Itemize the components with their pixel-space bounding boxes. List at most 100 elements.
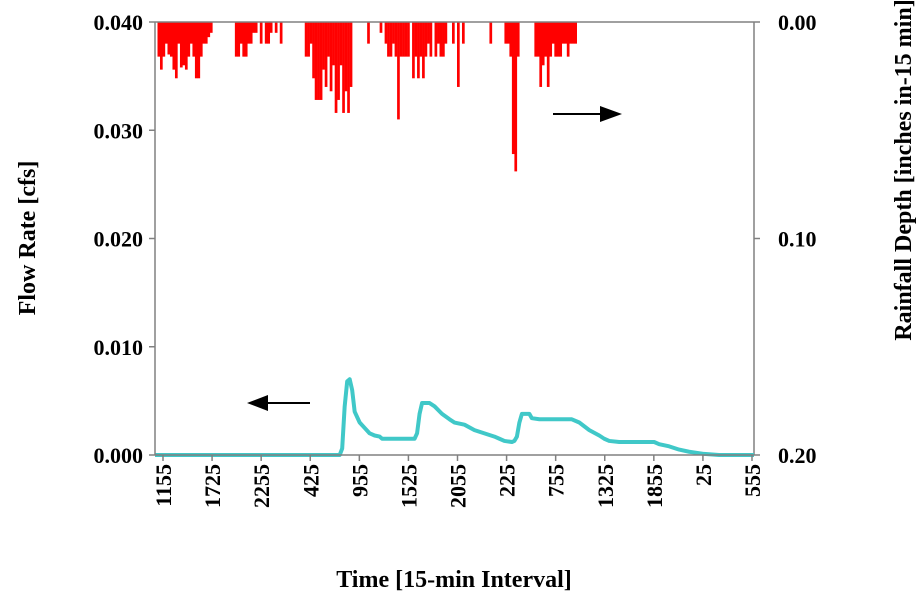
rain-bar	[182, 22, 186, 66]
rain-bar	[392, 22, 395, 44]
rain-bar	[234, 22, 238, 57]
rain-bar	[274, 22, 278, 33]
rain-bar	[174, 22, 178, 79]
y-axis-left-title: Flow Rate [cfs]	[15, 161, 41, 316]
rain-bar	[199, 22, 203, 57]
rain-bar	[546, 22, 550, 87]
rain-bar	[317, 22, 320, 100]
rain-bar	[536, 22, 540, 57]
rain-bar	[569, 22, 573, 44]
rain-bar	[327, 22, 330, 57]
rain-bar	[192, 22, 196, 57]
x-tick-label: 225	[495, 464, 520, 497]
rain-bar	[247, 22, 251, 44]
rain-bar	[417, 22, 420, 79]
rain-bar	[207, 22, 211, 38]
rain-bar	[549, 22, 553, 57]
rain-bar	[269, 22, 273, 33]
rain-bar	[169, 22, 173, 57]
rain-bar	[412, 22, 415, 79]
rain-bar	[164, 22, 168, 44]
rain-bar	[434, 22, 438, 57]
rain-bar	[506, 22, 510, 44]
x-tick-label: 955	[347, 464, 372, 497]
rain-bar	[162, 22, 166, 57]
rain-bar	[267, 22, 271, 44]
rain-bar	[427, 22, 430, 44]
rain-bar	[422, 22, 425, 79]
rain-bar	[516, 22, 520, 57]
x-tick-label: 425	[298, 464, 323, 497]
rain-bar	[407, 22, 410, 57]
rain-bar	[389, 22, 393, 57]
rain-bar	[429, 22, 433, 57]
rain-bar	[452, 22, 455, 44]
rain-bar	[254, 22, 258, 33]
rain-bar	[314, 22, 318, 100]
rain-bar	[444, 22, 448, 44]
rain-bar	[419, 22, 423, 57]
rain-bar	[332, 22, 335, 66]
plot-area	[155, 22, 754, 455]
rain-bar	[457, 22, 460, 87]
rain-bar	[252, 22, 256, 33]
rain-bar	[414, 22, 418, 57]
rain-bar	[309, 22, 313, 44]
rain-bar	[329, 22, 333, 92]
rain-bar	[504, 22, 508, 44]
rain-bar	[574, 22, 577, 44]
rain-bar	[324, 22, 328, 87]
rain-bar	[541, 22, 545, 66]
x-tick-label: 2055	[446, 464, 471, 508]
rain-bar	[384, 22, 388, 44]
y-left-tick-label: 0.030	[94, 118, 144, 143]
rain-bar	[442, 22, 445, 57]
x-tick-label: 1155	[151, 464, 176, 507]
rain-bar	[511, 22, 515, 155]
rain-bar	[399, 22, 403, 57]
rain-bar	[209, 22, 213, 33]
y-right-tick-label: 0.10	[778, 227, 817, 252]
rain-bar	[339, 22, 343, 66]
rain-bar	[179, 22, 183, 68]
y-right-tick-label: 0.00	[778, 10, 817, 35]
rain-bar	[259, 22, 263, 44]
rain-bar	[404, 22, 408, 57]
rain-bar	[347, 22, 350, 113]
rain-bar	[189, 22, 193, 44]
rain-bar	[334, 22, 338, 113]
y-left-tick-label: 0.000	[94, 443, 144, 468]
rain-bar	[551, 22, 555, 44]
x-tick-label: 1855	[642, 464, 667, 508]
rain-bar	[197, 22, 201, 79]
rain-bar	[379, 22, 383, 33]
rain-bar	[437, 22, 440, 44]
x-tick-label: 25	[691, 464, 716, 486]
rain-bar	[544, 22, 548, 57]
rain-bar	[439, 22, 443, 57]
x-tick-label: 755	[544, 464, 569, 497]
rain-bar	[184, 22, 188, 70]
y-left-tick-label: 0.020	[94, 227, 144, 252]
rain-bar	[244, 22, 248, 57]
rain-bar	[187, 22, 191, 57]
flow-series-line	[155, 377, 754, 457]
rain-bar	[264, 22, 268, 44]
rain-bar	[509, 22, 513, 57]
arrow-right-icon	[553, 106, 622, 122]
x-tick-label: 1325	[593, 464, 618, 508]
rain-bar	[202, 22, 206, 44]
rain-bar	[367, 22, 370, 44]
y-axis-right-title: Rainfall Depth [inches in-15 min]	[891, 0, 917, 341]
rain-bar	[534, 22, 538, 57]
x-tick-label: 1525	[396, 464, 421, 508]
rain-bar	[344, 22, 348, 92]
rain-bar	[394, 22, 398, 57]
rain-bar	[279, 22, 283, 44]
rain-bar	[424, 22, 428, 57]
y-left-tick-label: 0.040	[94, 10, 144, 35]
rain-bar	[159, 22, 163, 70]
y-right-tick-label: 0.20	[778, 443, 817, 468]
rain-bar	[319, 22, 323, 100]
